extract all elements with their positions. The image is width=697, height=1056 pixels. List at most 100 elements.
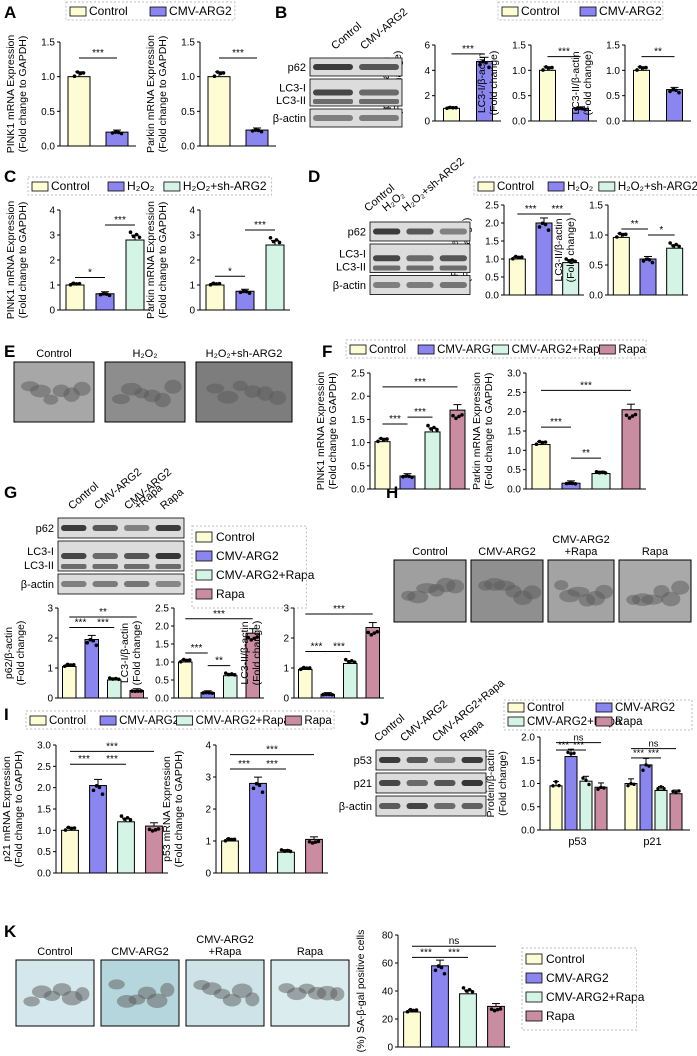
sig-label: ***: [92, 48, 104, 59]
band: [379, 757, 401, 763]
y-tick-label: 2: [49, 256, 55, 267]
bar: [265, 244, 285, 311]
bar: [145, 825, 163, 874]
data-point: [668, 241, 672, 245]
chart-A2: 0.0 0.5 1.0 1.5 Parkin mRNA Expression (Fold …: [145, 35, 276, 153]
data-point: [498, 1007, 503, 1011]
data-point: [88, 637, 93, 642]
band: [373, 255, 401, 262]
panel-label-G: G: [4, 483, 17, 502]
data-point: [537, 439, 542, 444]
image-title: H₂O₂: [132, 348, 157, 360]
data-point: [134, 232, 139, 237]
bar: [365, 627, 380, 699]
y-tick-label: 0: [47, 694, 53, 705]
image-texture: [244, 385, 262, 398]
legend-label: Control: [51, 179, 90, 193]
legend-frame: [191, 525, 307, 609]
y-tick-label: 80: [382, 931, 394, 942]
data-point: [372, 631, 377, 635]
data-point: [116, 677, 121, 682]
band: [461, 757, 483, 763]
band: [124, 564, 150, 569]
bar: [89, 785, 107, 874]
y-tick-label: 40: [382, 987, 394, 998]
bar: [61, 829, 79, 874]
y-tick-label: 0: [283, 694, 289, 705]
data-point: [257, 783, 262, 788]
legend-swatch: [163, 181, 181, 192]
data-point: [624, 413, 629, 418]
y-tick-label: 4: [49, 206, 55, 217]
data-point: [229, 672, 234, 676]
blot-label: LC3-II: [276, 95, 306, 107]
micrograph-h-cmv: CMV-ARG2: [470, 546, 544, 623]
y-tick-label: 2.0: [37, 783, 51, 794]
band: [379, 803, 401, 809]
data-point: [376, 439, 380, 444]
y-tick-label: 2.0: [485, 219, 499, 230]
y-tick-label: 0.0: [507, 485, 521, 496]
image-texture: [108, 979, 125, 990]
band: [406, 803, 428, 809]
stain-k-control: Control: [15, 946, 95, 1027]
data-point: [597, 470, 602, 475]
y-tick-label: 1.0: [507, 446, 521, 457]
sig-label: *: [659, 225, 663, 236]
blot-label: LC3-I: [339, 248, 366, 260]
legend-label: Control: [369, 344, 406, 356]
y-axis-label: p62/β-actin: [3, 627, 15, 679]
image-texture: [245, 992, 260, 1007]
data-point: [624, 232, 628, 237]
y-tick-label: 0.0: [589, 291, 603, 302]
legend-swatch: [598, 344, 616, 355]
image-texture: [217, 390, 239, 404]
data-point: [596, 787, 600, 791]
data-point: [91, 638, 96, 643]
data-point: [633, 412, 638, 417]
y-tick-label: 2.0: [155, 622, 169, 633]
data-point: [534, 442, 539, 447]
data-point: [405, 1009, 410, 1014]
data-point: [68, 663, 73, 667]
data-point: [330, 692, 335, 697]
data-point: [150, 829, 155, 833]
y-tick-label: 1.5: [606, 41, 620, 52]
y-tick-label: 0.0: [485, 291, 499, 302]
data-point: [85, 640, 90, 645]
image-title: CMV-ARG2: [478, 546, 535, 558]
sig-label: **: [215, 656, 223, 667]
sig-label: ***: [254, 220, 266, 231]
data-point: [212, 74, 217, 78]
band: [61, 581, 87, 587]
legend-B: Control CMV-ARG2: [497, 1, 664, 21]
image-texture: [43, 394, 59, 405]
data-point: [439, 965, 444, 970]
data-point: [232, 837, 237, 842]
legend-label: CMV-ARG2: [119, 715, 179, 727]
y-tick-label: 0.5: [589, 261, 603, 272]
y-tick-label: 0.5: [181, 107, 195, 118]
data-point: [130, 689, 135, 693]
data-point: [221, 71, 226, 75]
bar: [508, 258, 526, 296]
y-tick-label: 2.5: [351, 369, 365, 380]
data-point: [641, 66, 645, 70]
blot-label: p53: [354, 755, 372, 767]
bar: [221, 840, 239, 874]
y-tick-label: 0.0: [351, 485, 365, 496]
sig-label: ***: [550, 417, 562, 428]
data-point: [671, 243, 675, 248]
data-point: [540, 440, 545, 445]
y-tick-label: 0.5: [41, 107, 55, 118]
sig-label: ***: [75, 618, 87, 629]
data-point: [448, 105, 452, 110]
y-tick-label: 60: [382, 959, 394, 970]
chart-A1: 0.0 0.5 1.0 1.5 PINK1 mRNA Expression (Fold c…: [5, 35, 136, 153]
data-point: [288, 849, 293, 854]
band: [373, 282, 401, 288]
data-point: [223, 671, 228, 675]
legend-label: CMV-ARG2+Rapa: [546, 990, 645, 1004]
data-point: [110, 677, 115, 681]
